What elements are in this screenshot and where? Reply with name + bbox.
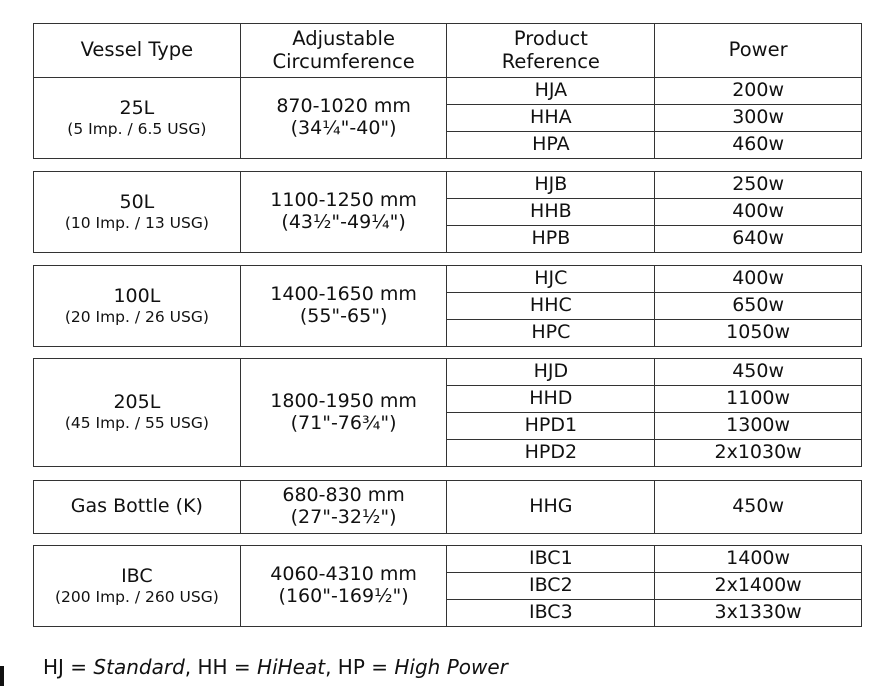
power-cell: 1400w	[654, 545, 862, 573]
table-row: 100L (20 Imp. / 26 USG) 1400-1650 mm (55"-…	[33, 265, 862, 347]
legend-standard: Standard	[93, 655, 185, 679]
circumference-cell: 1100-1250 mm (43½"-49¼")	[239, 171, 448, 253]
table-row: HPA 460w	[34, 131, 862, 159]
circumference-cell: 4060-4310 mm (160"-169½")	[239, 545, 448, 627]
table-row: IBC (200 Imp. / 260 USG) 4060-4310 mm (160…	[33, 545, 862, 627]
vessel-cell: 205L (45 Imp. / 55 USG)	[33, 358, 241, 467]
group-table-gas-bottle: Gas Bottle (K) 680-830 mm (27"-32½") HHG …	[33, 480, 862, 534]
table-row: Gas Bottle (K) 680-830 mm (27"-32½") HHG …	[33, 480, 862, 534]
power-cell: 2x1030w	[654, 439, 862, 467]
group-table-ibc: IBC (200 Imp. / 260 USG) 4060-4310 mm (160…	[33, 545, 862, 627]
header-circumference: Adjustable Circumference	[239, 23, 448, 78]
circumference-cell: 680-830 mm (27"-32½")	[239, 480, 448, 534]
product-ref-cell: HHB	[446, 198, 656, 226]
product-ref-cell: HPA	[446, 131, 656, 159]
product-ref-cell: HJC	[446, 265, 656, 293]
power-cell: 650w	[654, 292, 862, 320]
vessel-cell: 25L (5 Imp. / 6.5 USG)	[33, 77, 241, 159]
table-row: HPD1 1300w	[34, 412, 862, 440]
legend-high-power: High Power	[394, 655, 508, 679]
table-row: 25L (5 Imp. / 6.5 USG) 870-1020 mm (34¼"-4…	[33, 77, 862, 159]
table-row: HPC 1050w	[34, 319, 862, 347]
table-row: HHD 1100w	[34, 385, 862, 413]
power-cell: 1300w	[654, 412, 862, 440]
power-cell: 640w	[654, 225, 862, 253]
product-ref-cell: HJA	[446, 77, 656, 105]
table-row: 205L (45 Imp. / 55 USG) 1800-1950 mm (71"-…	[33, 358, 862, 467]
header-product-reference: Product Reference	[446, 23, 656, 78]
circumference-cell: 1800-1950 mm (71"-76¾")	[239, 358, 448, 467]
group-table-100l: 100L (20 Imp. / 26 USG) 1400-1650 mm (55"-…	[33, 265, 862, 347]
product-ref-cell: HPC	[446, 319, 656, 347]
product-ref-cell: HPB	[446, 225, 656, 253]
product-ref-cell: IBC1	[446, 545, 656, 573]
legend-hiheat: HiHeat	[257, 655, 326, 679]
group-table-50l: 50L (10 Imp. / 13 USG) 1100-1250 mm (43½"-…	[33, 171, 862, 253]
power-cell: 200w	[654, 77, 862, 105]
table-row: HPB 640w	[34, 225, 862, 253]
table-row: HHA 300w	[34, 104, 862, 132]
product-ref-cell: HHG	[446, 480, 656, 534]
vessel-cell: 50L (10 Imp. / 13 USG)	[33, 171, 241, 253]
circumference-cell: 870-1020 mm (34¼"-40")	[239, 77, 448, 159]
group-table-25l: 25L (5 Imp. / 6.5 USG) 870-1020 mm (34¼"-4…	[33, 77, 862, 159]
product-ref-cell: IBC3	[446, 599, 656, 627]
header-table: Vessel Type Adjustable Circumference Prod…	[33, 23, 862, 78]
product-ref-cell: HPD2	[446, 439, 656, 467]
product-ref-cell: HPD1	[446, 412, 656, 440]
power-cell: 2x1400w	[654, 572, 862, 600]
product-ref-cell: HHA	[446, 104, 656, 132]
header-vessel-type: Vessel Type	[33, 23, 241, 78]
power-cell: 400w	[654, 265, 862, 293]
header-row: Vessel Type Adjustable Circumference Prod…	[33, 23, 862, 78]
product-ref-cell: IBC2	[446, 572, 656, 600]
group-table-205l: 205L (45 Imp. / 55 USG) 1800-1950 mm (71"-…	[33, 358, 862, 467]
legend: HJ = Standard, HH = HiHeat, HP = High Po…	[43, 655, 508, 679]
product-ref-cell: HJD	[446, 358, 656, 386]
product-ref-cell: HHD	[446, 385, 656, 413]
product-ref-cell: HHC	[446, 292, 656, 320]
table-row: HPD2 2x1030w	[34, 439, 862, 467]
vessel-cell: Gas Bottle (K)	[33, 480, 241, 534]
power-cell: 3x1330w	[654, 599, 862, 627]
power-cell: 300w	[654, 104, 862, 132]
vessel-cell: 100L (20 Imp. / 26 USG)	[33, 265, 241, 347]
product-ref-cell: HJB	[446, 171, 656, 199]
circumference-cell: 1400-1650 mm (55"-65")	[239, 265, 448, 347]
table-row: HHB 400w	[34, 198, 862, 226]
vessel-cell: IBC (200 Imp. / 260 USG)	[33, 545, 241, 627]
header-power: Power	[654, 23, 862, 78]
power-cell: 400w	[654, 198, 862, 226]
power-cell: 450w	[654, 358, 862, 386]
power-cell: 250w	[654, 171, 862, 199]
power-cell: 450w	[654, 480, 862, 534]
power-cell: 1050w	[654, 319, 862, 347]
table-row: 50L (10 Imp. / 13 USG) 1100-1250 mm (43½"-…	[33, 171, 862, 253]
power-cell: 1100w	[654, 385, 862, 413]
table-row: IBC3 3x1330w	[34, 599, 862, 627]
table-row: HHC 650w	[34, 292, 862, 320]
power-cell: 460w	[654, 131, 862, 159]
table-row: IBC2 2x1400w	[34, 572, 862, 600]
edge-mark	[0, 666, 4, 686]
